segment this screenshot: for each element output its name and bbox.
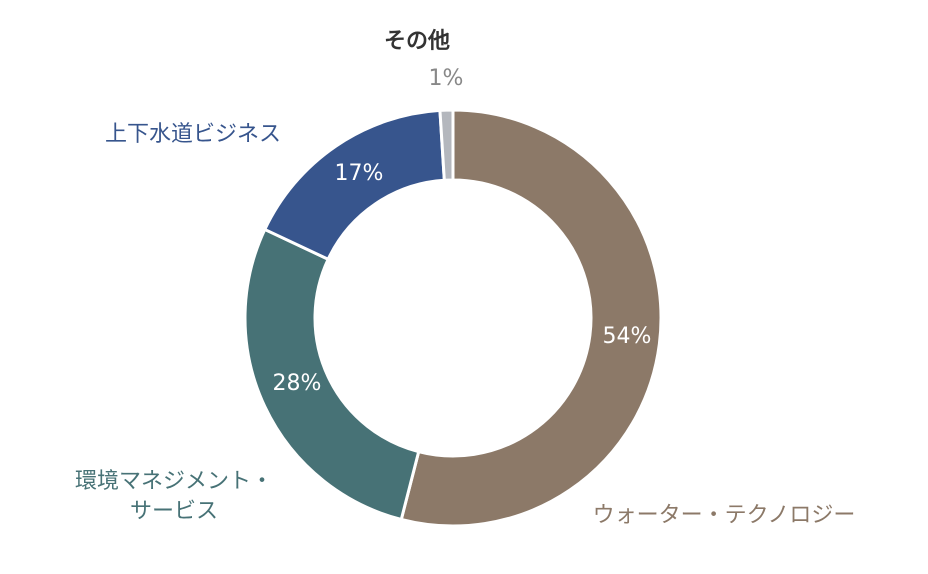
slice-percent-label: 54% [603,324,652,349]
donut-slice [243,227,421,522]
slice-percent-label: 17% [335,161,384,186]
slice-percent-label: 1% [429,66,464,91]
category-label: サービス [130,499,218,524]
category-label: 上下水道ビジネス [105,122,281,147]
donut-slice [438,108,455,182]
donut-slice [399,108,663,528]
labels-layer: 54% ウォーター・テクノロジー 28% 環境マネジメント・サービス 17% 上下水道ビジ… [75,29,855,528]
category-label: その他 [384,29,450,54]
category-label: 環境マネジメント・ [75,469,273,494]
slice-percent-label: 28% [273,371,322,396]
category-label: ウォーター・テクノロジー [593,503,856,528]
slices-layer [243,108,663,528]
